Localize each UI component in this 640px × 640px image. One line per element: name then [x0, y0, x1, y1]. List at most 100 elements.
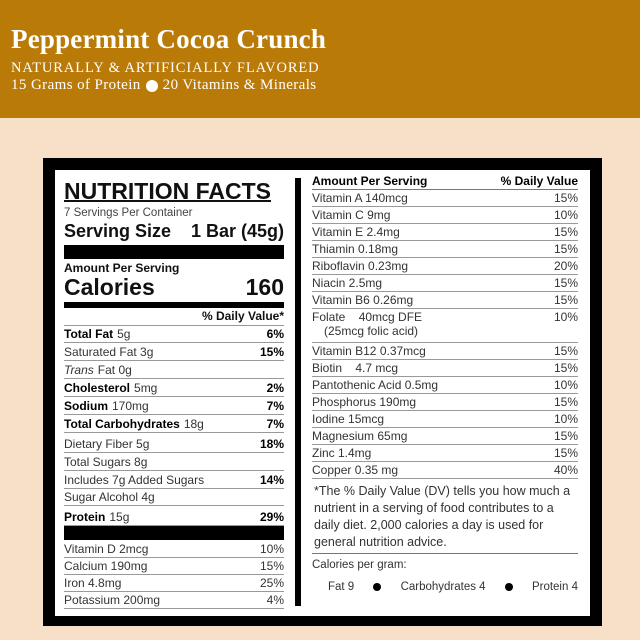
daily-value: 14%	[259, 473, 284, 487]
vitamin-row: Niacin 2.5mg 15%	[312, 275, 578, 292]
nutrient-label: Pantothenic Acid 0.5mg	[312, 378, 439, 392]
daily-value: 7%	[266, 399, 284, 413]
nutrient-name: Cholesterol 5mg	[64, 381, 157, 395]
facts-title: NUTRITION FACTS	[64, 178, 271, 204]
nutrient-label: Vitamin D 2mcg	[64, 542, 149, 556]
nutrient-name: Iron 4.8mg	[64, 576, 121, 590]
product-title: Peppermint Cocoa Crunch	[11, 24, 327, 54]
nutrient-label: Vitamin A 140mcg	[312, 191, 408, 205]
daily-value: 15%	[553, 361, 578, 375]
protein-cal: Protein 4	[531, 581, 578, 593]
carb-cal: Carbohydrates 4	[400, 581, 486, 593]
nutrient-name: Protein 15g	[64, 510, 129, 524]
daily-value: 15%	[553, 293, 578, 307]
vitamin-row: Phosphorus 190mg 15%	[312, 394, 578, 411]
nutrient-amount: Fat 0g	[97, 363, 132, 377]
vitamin-row: Vitamin E 2.4mg 15%	[312, 224, 578, 241]
nutrient-label: Protein	[64, 510, 106, 524]
daily-value: 29%	[259, 510, 284, 524]
nutrient-row: Sodium 170mg 7%	[64, 397, 284, 415]
nutrient-amount: 5mg	[134, 381, 158, 395]
nutrient-row: Trans Fat 0g	[64, 361, 284, 379]
nutrient-label: Vitamin C 9mg	[312, 208, 391, 222]
daily-value: 15%	[553, 446, 578, 460]
vitamin-row: Biotin 4.7 mcg 15%	[312, 360, 578, 377]
vitamin-row: Vitamin B12 0.37mcg 15%	[312, 343, 578, 360]
calories-per-gram-label: Calories per gram:	[312, 559, 407, 571]
nutrient-label: Total Carbohydrates	[64, 417, 180, 431]
calories-per-gram: Fat 9 Carbohydrates 4 Protein 4	[312, 581, 578, 593]
nutrient-label: Biotin 4.7 mcg	[312, 361, 399, 375]
vitamin-row: Copper 0.35 mg 40%	[312, 462, 578, 479]
nutrient-name: Vitamin B6 0.26mg	[312, 293, 413, 307]
daily-value: 20%	[553, 259, 578, 273]
nutrient-label: Thiamin 0.18mg	[312, 242, 399, 256]
nutrient-name: Vitamin B12 0.37mcg	[312, 344, 426, 358]
nutrient-label: Total Sugars 8g	[64, 455, 148, 469]
daily-value: 15%	[553, 429, 578, 443]
column-divider	[295, 178, 301, 606]
nutrient-amount: 15g	[109, 510, 130, 524]
thick-divider	[64, 245, 284, 259]
nutrient-label: Riboflavin 0.23mg	[312, 259, 409, 273]
product-header: Peppermint Cocoa Crunch NATURALLY & ARTI…	[0, 0, 640, 118]
nutrient-label: Magnesium 65mg	[312, 429, 408, 443]
nutrient-label: Trans	[64, 363, 94, 377]
bullet-icon	[373, 583, 382, 591]
amount-per-serving: Amount Per Serving	[64, 261, 180, 275]
bullet-icon	[504, 583, 513, 591]
daily-value: 10%	[553, 378, 578, 392]
daily-value: 15%	[259, 345, 284, 359]
thick-divider	[64, 526, 284, 540]
daily-value: 25%	[259, 576, 284, 590]
nutrient-name: Copper 0.35 mg	[312, 463, 398, 477]
daily-value: 15%	[553, 344, 578, 358]
nutrient-name: Magnesium 65mg	[312, 429, 407, 443]
vitamin-row: Iodine 15mcg 10%	[312, 411, 578, 428]
daily-value: 4%	[266, 593, 284, 607]
vitamin-row: Magnesium 65mg 15%	[312, 428, 578, 445]
nutrient-row: Total Carbohydrates 18g 7%	[64, 415, 284, 433]
nutrient-name: Vitamin E 2.4mg	[312, 225, 400, 239]
vitamin-row: Vitamin A 140mcg 15%	[312, 190, 578, 207]
daily-value: 10%	[553, 208, 578, 222]
daily-value: 10%	[259, 542, 284, 556]
nutrient-name: Total Fat 5g	[64, 327, 130, 341]
vitamins-claim: 20 Vitamins & Minerals	[162, 77, 317, 93]
mineral-row: Vitamin D 2mcg 10%	[64, 541, 284, 558]
nutrient-name: Pantothenic Acid 0.5mg	[312, 378, 438, 392]
nutrient-row: Saturated Fat 3g 15%	[64, 343, 284, 361]
claims: 15 Grams of Protein 20 Vitamins & Minera…	[11, 77, 317, 94]
daily-value: 7%	[266, 417, 284, 431]
daily-value: 15%	[553, 225, 578, 239]
mineral-row: Calcium 190mg 15%	[64, 558, 284, 575]
nutrient-label: Copper 0.35 mg	[312, 463, 399, 477]
vitamin-row: Vitamin B6 0.26mg 15%	[312, 292, 578, 309]
nutrient-name: Zinc 1.4mg	[312, 446, 371, 460]
serving-size-label: Serving Size	[64, 221, 172, 241]
bullet-icon	[145, 79, 158, 92]
nutrient-amount: 170mg	[112, 399, 149, 413]
nutrient-name: Vitamin C 9mg	[312, 208, 390, 222]
nutrient-name: Saturated Fat 3g	[64, 345, 153, 359]
nutrient-label: Sodium	[64, 399, 108, 413]
daily-value: 15%	[553, 395, 578, 409]
nutrient-name: Folate 40mcg DFE (25mcg folic acid)	[312, 310, 422, 338]
nutrient-label: Zinc 1.4mg	[312, 446, 372, 460]
vitamin-row: Pantothenic Acid 0.5mg 10%	[312, 377, 578, 394]
folate-note: (25mcg folic acid)	[324, 324, 419, 338]
nutrient-label: Calcium 190mg	[64, 559, 148, 573]
nutrient-label: Includes 7g Added Sugars	[64, 473, 205, 487]
daily-value: 15%	[553, 242, 578, 256]
amount-header: Amount Per Serving	[312, 174, 428, 188]
daily-value: 15%	[553, 191, 578, 205]
nutrient-name: Trans Fat 0g	[64, 363, 132, 377]
daily-value: 6%	[266, 327, 284, 341]
vitamin-row: Folate 40mcg DFE (25mcg folic acid) 10%	[312, 309, 578, 343]
nutrient-label: Vitamin B12 0.37mcg	[312, 344, 426, 358]
vitamin-row: Vitamin C 9mg 10%	[312, 207, 578, 224]
daily-value: 15%	[259, 559, 284, 573]
nutrient-name: Riboflavin 0.23mg	[312, 259, 408, 273]
medium-divider	[64, 302, 284, 308]
nutrient-name: Total Sugars 8g	[64, 455, 147, 469]
